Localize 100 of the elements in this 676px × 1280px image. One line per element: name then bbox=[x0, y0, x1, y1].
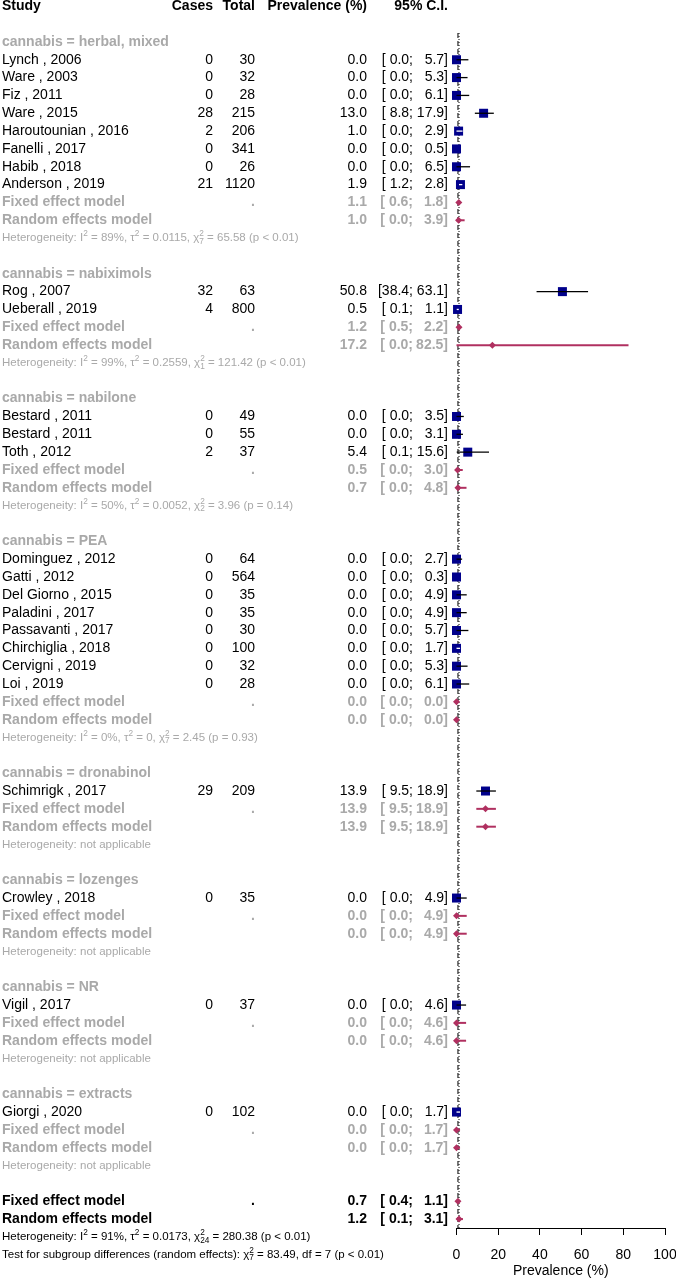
data-label: 206 bbox=[231, 121, 256, 138]
category-label: Del Giorno , 2015 bbox=[2, 585, 112, 602]
category-label: cannabis = nabilone bbox=[2, 389, 137, 406]
data-label: 0.5] bbox=[424, 139, 449, 156]
data-label: 13.9 bbox=[339, 781, 368, 798]
data-label: 0.5 bbox=[347, 460, 368, 477]
data-label: [ 0.0; bbox=[381, 407, 414, 424]
data-label: 30 bbox=[239, 621, 256, 638]
data-label: . bbox=[251, 318, 255, 335]
data-label: 5.4 bbox=[347, 443, 368, 459]
data-label: 0.0 bbox=[347, 639, 368, 656]
data-label: 0.0 bbox=[347, 674, 368, 691]
data-label: 2.8] bbox=[424, 175, 449, 192]
data-label: 50.8 bbox=[339, 282, 368, 299]
data-label: 0.0 bbox=[347, 585, 368, 602]
category-label: Giorgi , 2020 bbox=[2, 1102, 83, 1119]
data-label: [ 0.0; bbox=[381, 1102, 414, 1119]
category-label: Fiz , 2011 bbox=[2, 86, 63, 103]
data-label: 0 bbox=[205, 50, 214, 67]
text: Prevalence (%) bbox=[267, 0, 367, 14]
data-label: 0.0 bbox=[347, 1031, 368, 1048]
category-label: Habib , 2018 bbox=[2, 157, 82, 174]
data-label: 1.1] bbox=[424, 300, 449, 317]
data-label: [ 0.0; bbox=[380, 692, 414, 709]
data-label: 0.0 bbox=[347, 710, 368, 727]
data-label: 0.7 bbox=[347, 1192, 368, 1209]
data-label: 4 bbox=[205, 300, 214, 317]
category-label: Fanelli , 2017 bbox=[2, 139, 87, 156]
data-label: [ 0.0; bbox=[380, 1120, 414, 1137]
data-label: . bbox=[251, 1192, 255, 1209]
category-label: Fixed effect model bbox=[2, 318, 125, 335]
data-label: 0.0 bbox=[347, 657, 368, 674]
data-label: [ 0.0; bbox=[380, 1031, 414, 1048]
data-label: 15.6] bbox=[416, 443, 448, 459]
data-label: 209 bbox=[231, 781, 256, 798]
data-label: 0.0 bbox=[347, 86, 368, 103]
data-label: [ 0.1; bbox=[381, 443, 414, 459]
text: Cases bbox=[171, 0, 214, 14]
category-label: Random effects model bbox=[2, 335, 153, 352]
category-label: Random effects model bbox=[2, 1031, 153, 1048]
data-label: [ 0.0; bbox=[380, 906, 414, 923]
data-label: 32 bbox=[197, 282, 214, 299]
data-label: 0.5 bbox=[347, 300, 368, 317]
data-label: 0.0 bbox=[347, 139, 368, 156]
data-label: 0 bbox=[205, 995, 214, 1012]
data-label: [38.4; bbox=[377, 282, 413, 299]
data-label: 0 bbox=[205, 139, 214, 156]
data-label: 0.7 bbox=[347, 478, 368, 495]
data-label: [ 8.8; bbox=[381, 104, 414, 121]
data-label: 21 bbox=[197, 175, 214, 192]
data-label: 4.6] bbox=[423, 1031, 448, 1048]
data-label: 37 bbox=[239, 443, 256, 459]
data-label: . bbox=[251, 1120, 255, 1137]
data-label: . bbox=[251, 1013, 255, 1030]
data-label: 32 bbox=[239, 657, 256, 674]
data-label: 3.0] bbox=[423, 460, 448, 477]
category-label: cannabis = NR bbox=[2, 978, 99, 995]
data-label: 2.2] bbox=[423, 318, 448, 335]
data-label: 1.7] bbox=[423, 1138, 448, 1155]
data-label: 2 bbox=[205, 121, 214, 138]
data-label: [ 0.0; bbox=[380, 478, 414, 495]
data-label: [ 0.1; bbox=[381, 300, 414, 317]
data-label: 28 bbox=[197, 104, 214, 121]
x-axis-title: Prevalence (%) bbox=[512, 1262, 609, 1279]
data-label: [ 0.0; bbox=[380, 460, 414, 477]
category-label: Lynch , 2006 bbox=[2, 50, 82, 67]
data-label: 1.1] bbox=[423, 1192, 448, 1209]
data-label: 0 bbox=[205, 639, 214, 656]
data-label: [ 0.0; bbox=[381, 121, 414, 138]
data-label: 341 bbox=[231, 139, 256, 156]
data-label: 0.0 bbox=[347, 924, 368, 941]
data-label: 35 bbox=[239, 888, 256, 905]
x-tick-label: 40 bbox=[532, 1246, 548, 1263]
data-label: [ 0.4; bbox=[380, 1192, 414, 1209]
category-label: Random effects model bbox=[2, 1209, 153, 1226]
category-label: Fixed effect model bbox=[2, 1192, 125, 1209]
data-label: 0.0 bbox=[347, 692, 368, 709]
data-label: . bbox=[251, 906, 255, 923]
data-label: 26 bbox=[239, 157, 256, 174]
data-label: [ 0.0; bbox=[380, 335, 414, 352]
data-label: . bbox=[251, 692, 255, 709]
category-label: Schimrigk , 2017 bbox=[2, 781, 107, 798]
category-label: Random effects model bbox=[2, 817, 153, 834]
data-label: 0.0 bbox=[347, 1013, 368, 1030]
category-label: Cervigni , 2019 bbox=[2, 657, 97, 674]
category-label: Heterogeneity: not applicable bbox=[2, 944, 151, 957]
data-label: 0 bbox=[205, 585, 214, 602]
category-label: Heterogeneity: not applicable bbox=[2, 1051, 151, 1064]
category-label: Fixed effect model bbox=[2, 193, 125, 210]
data-label: . bbox=[251, 193, 255, 210]
data-label: 4.8] bbox=[423, 478, 448, 495]
data-label: 0.0 bbox=[347, 995, 368, 1012]
text: 95% C.I. bbox=[394, 0, 449, 14]
data-label: 0 bbox=[205, 1102, 214, 1119]
data-label: 1.0 bbox=[347, 121, 368, 138]
category-label: cannabis = dronabinol bbox=[2, 764, 151, 781]
data-label: 1.9 bbox=[347, 175, 368, 192]
data-label: 0.0 bbox=[347, 50, 368, 67]
data-label: 4.6] bbox=[424, 995, 449, 1012]
data-label: 32 bbox=[239, 68, 256, 85]
